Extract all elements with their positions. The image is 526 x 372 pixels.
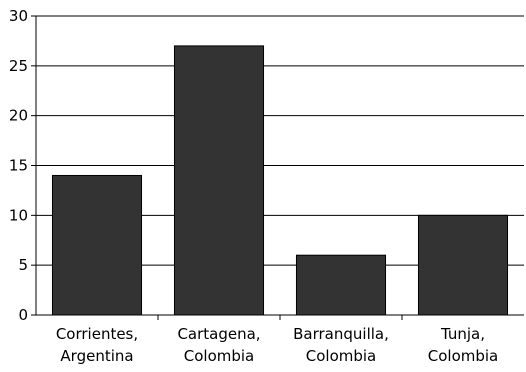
- x-category-label: Corrientes,: [56, 325, 138, 343]
- y-tick-labels: 0 5 10 15 20 25 30: [9, 7, 28, 324]
- x-category-label: Colombia: [306, 347, 377, 365]
- x-category-label: Barranquilla,: [293, 325, 389, 343]
- y-tick-label: 25: [9, 57, 28, 75]
- x-category-label: Cartagena,: [177, 325, 260, 343]
- axes: [31, 15, 524, 320]
- bar: [417, 214, 509, 316]
- bar: [295, 254, 387, 316]
- bar: [173, 45, 265, 316]
- x-category-label: Colombia: [184, 347, 255, 365]
- y-tick-label: 20: [9, 107, 28, 125]
- y-tick-label: 0: [18, 306, 28, 324]
- y-tick-label: 10: [9, 206, 28, 224]
- bar: [51, 174, 143, 316]
- y-tick-label: 30: [9, 7, 28, 25]
- x-category-label: Argentina: [60, 347, 133, 365]
- x-category-label: Tunja,: [440, 325, 485, 343]
- x-category-labels: Corrientes, Argentina Cartagena, Colombia Ba…: [56, 325, 498, 365]
- y-tick-label: 15: [9, 157, 28, 175]
- y-tick-label: 5: [18, 256, 28, 274]
- bars: [51, 45, 509, 316]
- x-category-label: Colombia: [428, 347, 499, 365]
